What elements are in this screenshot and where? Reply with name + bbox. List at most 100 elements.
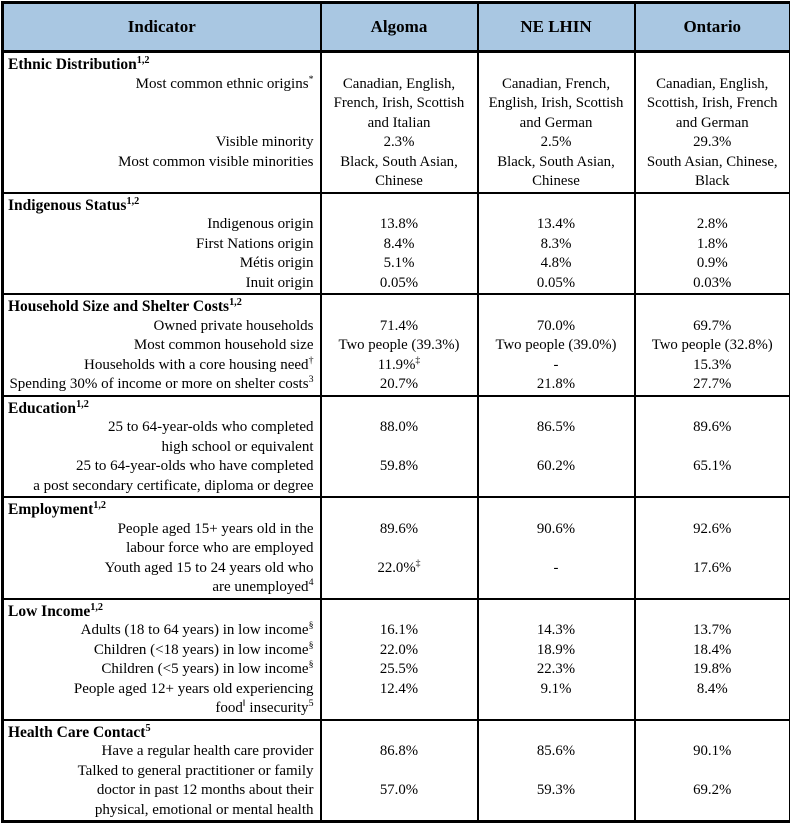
footnote-marker: ‡ [416,558,421,569]
empty-cell [321,720,478,743]
col-header-algoma: Algoma [321,3,478,52]
section-row-health-care-contact: Health Care Contact5 [3,720,790,743]
row-label: People aged 12+ years old experiencing f… [3,680,321,720]
table-row: First Nations origin 8.4% 8.3% 1.8% [3,235,790,255]
value-cell-ne-lhin: 90.6% [478,520,635,559]
table-row: People aged 12+ years old experiencing f… [3,680,790,720]
empty-cell [321,52,478,75]
empty-cell [635,396,790,419]
row-label: Owned private households [3,317,321,337]
section-row-ethnic-distribution: Ethnic Distribution1,2 [3,52,790,75]
value-cell-algoma: 2.3% [321,133,478,153]
footnote-marker: § [309,659,314,670]
value-cell-ontario: 19.8% [635,660,790,680]
section-title: Ethnic Distribution1,2 [3,52,321,75]
row-label: Most common household size [3,336,321,356]
col-header-ne-lhin: NE LHIN [478,3,635,52]
section-title: Health Care Contact5 [3,720,321,743]
section-row-household-shelter: Household Size and Shelter Costs1,2 [3,294,790,317]
value-cell-ontario: 27.7% [635,375,790,396]
empty-cell [321,396,478,419]
row-label: Children (<18 years) in low income§ [3,641,321,661]
footnote-marker: 5 [309,698,314,709]
value-cell-ne-lhin: 22.3% [478,660,635,680]
value-cell-ne-lhin: Canadian, French, English, Irish, Scotti… [478,75,635,134]
value-cell-algoma: Two people (39.3%) [321,336,478,356]
table-row: Most common ethnic origins* Canadian, En… [3,75,790,134]
value-cell-ontario: 69.2% [635,762,790,822]
value-cell-ontario: 15.3% [635,356,790,376]
value-cell-algoma: 88.0% [321,418,478,457]
empty-cell [635,52,790,75]
col-header-indicator: Indicator [3,3,321,52]
row-label: Inuit origin [3,274,321,295]
value-cell-algoma: 22.0%‡ [321,559,478,599]
table-row: Inuit origin 0.05% 0.05% 0.03% [3,274,790,295]
value-cell-algoma: 13.8% [321,215,478,235]
value-cell-algoma: 5.1% [321,254,478,274]
row-label: Children (<5 years) in low income§ [3,660,321,680]
value-cell-ne-lhin: 13.4% [478,215,635,235]
section-title: Indigenous Status1,2 [3,193,321,216]
empty-cell [321,497,478,520]
footnote-marker: 3 [309,374,314,385]
table-row: Indigenous origin 13.8% 13.4% 2.8% [3,215,790,235]
empty-cell [478,52,635,75]
footnote-marker: † [309,355,314,366]
table-row: Most common household size Two people (3… [3,336,790,356]
value-cell-ontario: Two people (32.8%) [635,336,790,356]
value-cell-ne-lhin: 59.3% [478,762,635,822]
value-cell-ontario: 69.7% [635,317,790,337]
row-label: First Nations origin [3,235,321,255]
value-cell-algoma: 89.6% [321,520,478,559]
value-cell-ne-lhin: 18.9% [478,641,635,661]
value-cell-ne-lhin: 0.05% [478,274,635,295]
section-title: Employment1,2 [3,497,321,520]
empty-cell [478,599,635,622]
row-label: Talked to general practitioner or family… [3,762,321,822]
row-label: Visible minority [3,133,321,153]
value-cell-ne-lhin: - [478,356,635,376]
row-label: 25 to 64-year-olds who completed high sc… [3,418,321,457]
value-cell-ontario: 0.03% [635,274,790,295]
value-cell-ne-lhin: 86.5% [478,418,635,457]
row-label: Most common visible minorities [3,153,321,193]
empty-cell [635,720,790,743]
row-label: Households with a core housing need† [3,356,321,376]
empty-cell [321,599,478,622]
value-cell-ne-lhin: 85.6% [478,742,635,762]
value-cell-ne-lhin: Two people (39.0%) [478,336,635,356]
value-cell-ontario: 13.7% [635,621,790,641]
row-label: Spending 30% of income or more on shelte… [3,375,321,396]
row-label: 25 to 64-year-olds who have completed a … [3,457,321,497]
value-cell-ne-lhin: 8.3% [478,235,635,255]
value-cell-ontario: 2.8% [635,215,790,235]
value-cell-ontario: 92.6% [635,520,790,559]
value-cell-ne-lhin: 21.8% [478,375,635,396]
table-row: Owned private households 71.4% 70.0% 69.… [3,317,790,337]
table-row: Visible minority 2.3% 2.5% 29.3% [3,133,790,153]
value-cell-algoma: 20.7% [321,375,478,396]
value-cell-algoma: 86.8% [321,742,478,762]
value-cell-ne-lhin: 14.3% [478,621,635,641]
empty-cell [321,294,478,317]
footnote-marker: 1,2 [229,297,242,308]
table-row: Children (<5 years) in low income§ 25.5%… [3,660,790,680]
section-row-employment: Employment1,2 [3,497,790,520]
table-row: 25 to 64-year-olds who completed high sc… [3,418,790,457]
empty-cell [321,193,478,216]
value-cell-ontario: 8.4% [635,680,790,720]
empty-cell [635,294,790,317]
table-row: Youth aged 15 to 24 years old who are un… [3,559,790,599]
empty-cell [478,396,635,419]
value-cell-algoma: 12.4% [321,680,478,720]
empty-cell [478,294,635,317]
value-cell-ne-lhin: 2.5% [478,133,635,153]
value-cell-algoma: 57.0% [321,762,478,822]
value-cell-ontario: Canadian, English, Scottish, Irish, Fren… [635,75,790,134]
table-row: Spending 30% of income or more on shelte… [3,375,790,396]
value-cell-algoma: 11.9%‡ [321,356,478,376]
value-cell-ne-lhin: Black, South Asian, Chinese [478,153,635,193]
value-cell-ne-lhin: 4.8% [478,254,635,274]
